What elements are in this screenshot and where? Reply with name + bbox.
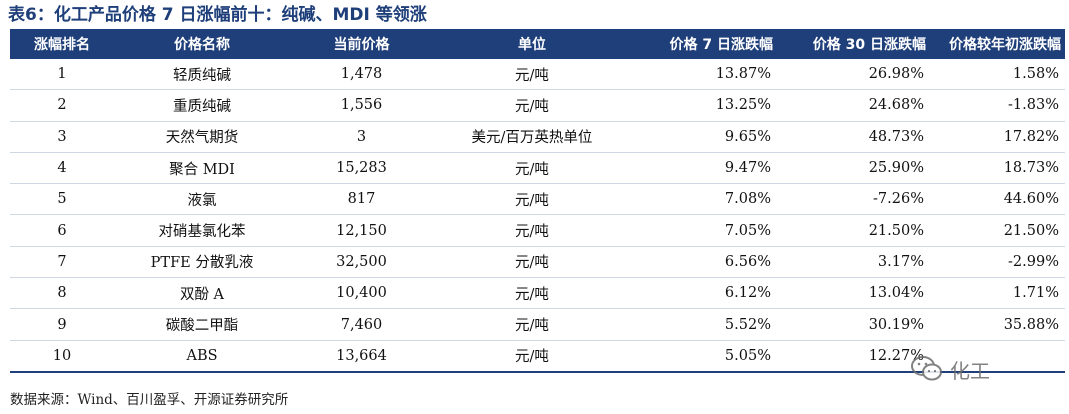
header-rank: 涨幅排名 bbox=[10, 29, 114, 59]
cell-30d: 24.68% bbox=[777, 89, 930, 122]
header-price: 当前价格 bbox=[290, 29, 433, 59]
table-row: 3 天然气期货 3 美元/百万英热单位 9.65% 48.73% 17.82% bbox=[10, 121, 1065, 153]
cell-rank: 4 bbox=[10, 152, 114, 185]
header-30d: 价格 30 日涨跌幅 bbox=[777, 29, 930, 59]
cell-7d: 6.56% bbox=[631, 246, 777, 279]
cell-name: 轻质纯碱 bbox=[114, 59, 290, 91]
cell-name: 天然气期货 bbox=[114, 121, 290, 153]
cell-unit: 元/吨 bbox=[433, 214, 631, 247]
header-row: 涨幅排名 价格名称 当前价格 单位 价格 7 日涨跌幅 价格 30 日涨跌幅 价… bbox=[10, 29, 1065, 59]
cell-price: 13,664 bbox=[290, 340, 433, 373]
cell-unit: 元/吨 bbox=[433, 89, 631, 122]
cell-7d: 9.65% bbox=[631, 121, 777, 153]
header-unit: 单位 bbox=[433, 29, 631, 59]
cell-name: 双酚 A bbox=[114, 277, 290, 310]
cell-price: 817 bbox=[290, 183, 433, 216]
cell-ytd: -2.99% bbox=[930, 246, 1065, 279]
cell-ytd: 1.58% bbox=[930, 59, 1065, 91]
cell-ytd: -1.83% bbox=[930, 89, 1065, 122]
cell-name: 重质纯碱 bbox=[114, 89, 290, 122]
header-name: 价格名称 bbox=[114, 29, 290, 59]
cell-ytd: 1.71% bbox=[930, 277, 1065, 310]
price-table: 涨幅排名 价格名称 当前价格 单位 价格 7 日涨跌幅 价格 30 日涨跌幅 价… bbox=[10, 29, 1065, 373]
cell-30d: -7.26% bbox=[777, 183, 930, 216]
cell-ytd: 18.73% bbox=[930, 152, 1065, 185]
table-row: 6 对硝基氯化苯 12,150 元/吨 7.05% 21.50% 21.50% bbox=[10, 214, 1065, 247]
cell-unit: 元/吨 bbox=[433, 246, 631, 279]
cell-rank: 5 bbox=[10, 183, 114, 216]
cell-rank: 6 bbox=[10, 214, 114, 247]
source-note: 数据来源：Wind、百川盈孚、开源证券研究所 bbox=[10, 392, 289, 408]
table-row: 1 轻质纯碱 1,478 元/吨 13.87% 26.98% 1.58% bbox=[10, 59, 1065, 91]
watermark-text: 化工 bbox=[950, 358, 990, 383]
cell-30d: 12.27% bbox=[777, 340, 930, 373]
cell-7d: 7.05% bbox=[631, 214, 777, 247]
cell-price: 7,460 bbox=[290, 308, 433, 341]
cell-7d: 5.52% bbox=[631, 308, 777, 341]
cell-30d: 3.17% bbox=[777, 246, 930, 279]
cell-unit: 元/吨 bbox=[433, 152, 631, 185]
cell-rank: 9 bbox=[10, 308, 114, 341]
cell-name: 碳酸二甲酯 bbox=[114, 308, 290, 341]
cell-unit: 元/吨 bbox=[433, 183, 631, 216]
cell-rank: 8 bbox=[10, 277, 114, 310]
cell-rank: 1 bbox=[10, 59, 114, 91]
cell-price: 1,556 bbox=[290, 89, 433, 122]
cell-name: PTFE 分散乳液 bbox=[114, 246, 290, 279]
cell-price: 3 bbox=[290, 121, 433, 153]
cell-price: 1,478 bbox=[290, 59, 433, 91]
cell-unit: 元/吨 bbox=[433, 340, 631, 373]
cell-ytd: 17.82% bbox=[930, 121, 1065, 153]
cell-30d: 48.73% bbox=[777, 121, 930, 153]
cell-30d: 30.19% bbox=[777, 308, 930, 341]
cell-ytd: 35.88% bbox=[930, 308, 1065, 341]
cell-rank: 3 bbox=[10, 121, 114, 153]
cell-rank: 7 bbox=[10, 246, 114, 279]
table-row: 4 聚合 MDI 15,283 元/吨 9.47% 25.90% 18.73% bbox=[10, 152, 1065, 185]
cell-30d: 21.50% bbox=[777, 214, 930, 247]
cell-30d: 25.90% bbox=[777, 152, 930, 185]
cell-unit: 元/吨 bbox=[433, 59, 631, 91]
table-row: 2 重质纯碱 1,556 元/吨 13.25% 24.68% -1.83% bbox=[10, 89, 1065, 122]
cell-unit: 美元/百万英热单位 bbox=[433, 121, 631, 153]
table-title: 表6：化工产品价格 7 日涨幅前十：纯碱、MDI 等领涨 bbox=[8, 5, 427, 25]
cell-7d: 6.12% bbox=[631, 277, 777, 310]
cell-name: 聚合 MDI bbox=[114, 152, 290, 185]
table-row: 10 ABS 13,664 元/吨 5.05% 12.27% bbox=[10, 340, 1065, 373]
header-ytd: 价格较年初涨跌幅 bbox=[930, 29, 1065, 59]
cell-7d: 5.05% bbox=[631, 340, 777, 373]
wechat-icon bbox=[910, 355, 944, 383]
table-row: 9 碳酸二甲酯 7,460 元/吨 5.52% 30.19% 35.88% bbox=[10, 308, 1065, 341]
table-row: 7 PTFE 分散乳液 32,500 元/吨 6.56% 3.17% -2.99… bbox=[10, 246, 1065, 279]
cell-name: 液氯 bbox=[114, 183, 290, 216]
cell-unit: 元/吨 bbox=[433, 277, 631, 310]
cell-7d: 13.25% bbox=[631, 89, 777, 122]
cell-rank: 2 bbox=[10, 89, 114, 122]
cell-rank: 10 bbox=[10, 340, 114, 373]
cell-price: 15,283 bbox=[290, 152, 433, 185]
header-7d: 价格 7 日涨跌幅 bbox=[631, 29, 777, 59]
cell-30d: 13.04% bbox=[777, 277, 930, 310]
cell-price: 10,400 bbox=[290, 277, 433, 310]
cell-ytd: 44.60% bbox=[930, 183, 1065, 216]
cell-name: 对硝基氯化苯 bbox=[114, 214, 290, 247]
cell-unit: 元/吨 bbox=[433, 308, 631, 341]
table-row: 5 液氯 817 元/吨 7.08% -7.26% 44.60% bbox=[10, 183, 1065, 216]
cell-price: 32,500 bbox=[290, 246, 433, 279]
cell-7d: 7.08% bbox=[631, 183, 777, 216]
cell-7d: 9.47% bbox=[631, 152, 777, 185]
cell-ytd bbox=[930, 340, 1065, 373]
wechat-watermark: 化工 bbox=[910, 349, 990, 389]
cell-30d: 26.98% bbox=[777, 59, 930, 91]
table-row: 8 双酚 A 10,400 元/吨 6.12% 13.04% 1.71% bbox=[10, 277, 1065, 310]
cell-name: ABS bbox=[114, 340, 290, 373]
cell-price: 12,150 bbox=[290, 214, 433, 247]
cell-7d: 13.87% bbox=[631, 59, 777, 91]
cell-ytd: 21.50% bbox=[930, 214, 1065, 247]
